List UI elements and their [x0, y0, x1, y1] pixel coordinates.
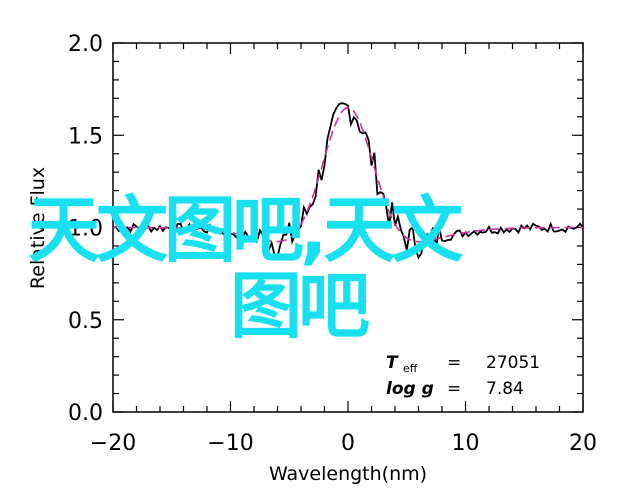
annotation-teff-sub: eff	[403, 362, 418, 375]
watermark-line1: 天文图吧,天文	[28, 188, 463, 272]
y-tick-label: 1.0	[68, 217, 103, 242]
y-tick-labels: 0.0 0.5 1.0 1.5 2.0	[68, 32, 103, 426]
series-model	[113, 106, 583, 243]
y-axis-title: Relative Flux	[27, 167, 49, 289]
annotation-logg: log g	[386, 379, 434, 399]
axis-ticks	[112, 42, 584, 413]
x-tick-label: 10	[452, 431, 480, 456]
annotation-box: T eff = 27051 log g = 7.84	[386, 353, 540, 399]
y-tick-label: 2.0	[68, 32, 103, 57]
x-tick-label: −20	[90, 431, 136, 456]
annotation-teff-symbol: T	[386, 353, 399, 373]
series-lines	[112, 102, 584, 260]
y-tick-label: 1.5	[68, 124, 103, 149]
y-tick-label: 0.5	[68, 309, 103, 334]
watermark-line2: 图吧	[230, 264, 370, 348]
y-tick-label: 0.0	[68, 401, 103, 426]
annotation-teff-value: 27051	[486, 353, 540, 373]
annotation-teff-eq: =	[447, 353, 461, 373]
annotation-logg-value: 7.84	[486, 379, 524, 399]
x-tick-label: 0	[341, 431, 355, 456]
x-tick-label: 20	[569, 431, 597, 456]
annotation-logg-eq: =	[447, 379, 461, 399]
x-axis-title: Wavelength(nm)	[269, 463, 427, 485]
annotation-teff: T eff	[386, 353, 418, 375]
x-tick-label: −10	[207, 431, 253, 456]
x-tick-labels: −20 −10 0 10 20	[90, 431, 597, 456]
